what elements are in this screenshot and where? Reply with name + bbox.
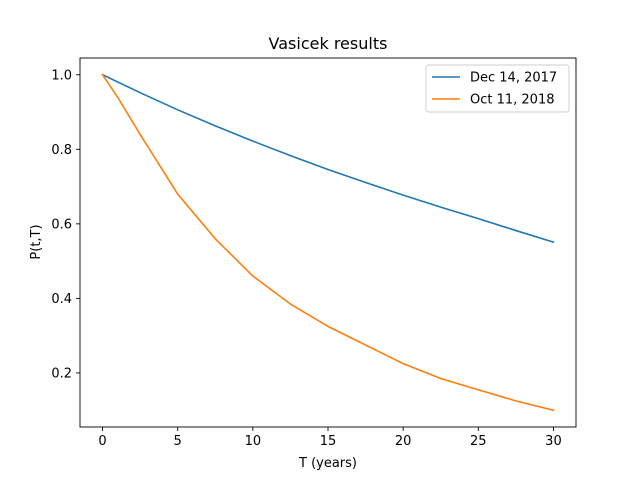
legend-entry-1: Dec 14, 2017 <box>470 71 557 86</box>
x-tick-label: 15 <box>320 434 337 449</box>
x-axis: 0 5 10 15 20 25 30 <box>98 427 562 449</box>
chart-title: Vasicek results <box>269 34 388 53</box>
x-axis-label: T (years) <box>298 456 357 471</box>
y-tick-label: 0.6 <box>51 217 72 232</box>
x-tick-label: 10 <box>245 434 262 449</box>
x-tick-label: 0 <box>98 434 106 449</box>
y-tick-label: 1.0 <box>51 68 72 83</box>
y-tick-label: 0.2 <box>51 366 72 381</box>
plot-area <box>79 57 577 428</box>
series-line-2 <box>101 73 555 412</box>
x-tick-label: 20 <box>395 434 412 449</box>
y-tick-label: 0.4 <box>51 292 72 307</box>
legend: Dec 14, 2017 Oct 11, 2018 <box>425 64 570 113</box>
y-axis-label: P(t,T) <box>29 224 44 259</box>
y-tick-label: 0.8 <box>51 143 72 158</box>
legend-box <box>425 64 570 113</box>
y-axis: 0.2 0.4 0.6 0.8 1.0 <box>51 68 80 381</box>
x-tick-label: 25 <box>470 434 487 449</box>
x-tick-label: 5 <box>174 434 182 449</box>
legend-entry-2: Oct 11, 2018 <box>470 93 555 108</box>
axes-frame <box>79 57 577 428</box>
x-tick-label: 30 <box>545 434 562 449</box>
series-line-1 <box>101 73 555 244</box>
